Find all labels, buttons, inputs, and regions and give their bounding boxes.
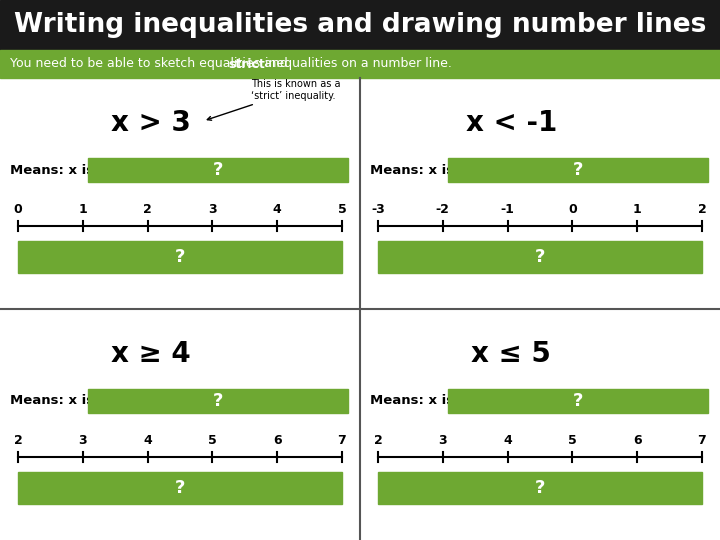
Text: 5: 5 [568, 434, 577, 447]
Text: 3: 3 [438, 434, 447, 447]
Text: -3: -3 [371, 203, 385, 216]
Text: 1: 1 [78, 203, 87, 216]
Text: ?: ? [535, 248, 545, 266]
Text: Means: x is: Means: x is [10, 395, 94, 408]
Bar [18, 241, 342, 273]
Text: This is known as a
‘strict’ inequality.: This is known as a ‘strict’ inequality. [207, 79, 341, 120]
Text: 4: 4 [503, 434, 512, 447]
Text: x ≤ 5: x ≤ 5 [472, 340, 551, 368]
Text: 7: 7 [698, 434, 706, 447]
Text: -2: -2 [436, 203, 450, 216]
Text: ?: ? [175, 479, 185, 497]
Text: -1: -1 [500, 203, 515, 216]
Text: Writing inequalities and drawing number lines: Writing inequalities and drawing number … [14, 12, 706, 38]
Bar [378, 472, 702, 504]
Bar [18, 472, 342, 504]
Text: 4: 4 [273, 203, 282, 216]
Text: 7: 7 [338, 434, 346, 447]
Bar [0, 0, 720, 50]
Text: ?: ? [213, 161, 223, 179]
Text: strict: strict [228, 57, 265, 71]
Text: 6: 6 [273, 434, 282, 447]
Text: 3: 3 [208, 203, 217, 216]
Text: 2: 2 [698, 203, 706, 216]
Text: inequalities on a number line.: inequalities on a number line. [261, 57, 452, 71]
Text: 4: 4 [143, 434, 152, 447]
Bar [0, 50, 720, 78]
Text: 0: 0 [14, 203, 22, 216]
Bar [448, 389, 708, 413]
Text: 0: 0 [568, 203, 577, 216]
Text: Means: x is: Means: x is [10, 164, 94, 177]
Text: x > 3: x > 3 [112, 109, 191, 137]
Text: 1: 1 [633, 203, 642, 216]
Text: ?: ? [175, 248, 185, 266]
Text: You need to be able to sketch equalities and: You need to be able to sketch equalities… [10, 57, 292, 71]
Bar [448, 158, 708, 182]
Text: 2: 2 [374, 434, 382, 447]
Text: Means: x is: Means: x is [370, 395, 454, 408]
Text: ?: ? [573, 392, 583, 410]
Text: 2: 2 [143, 203, 152, 216]
Text: 5: 5 [338, 203, 346, 216]
Text: x ≥ 4: x ≥ 4 [112, 340, 191, 368]
Text: Means: x is: Means: x is [370, 164, 454, 177]
Text: 6: 6 [633, 434, 642, 447]
Text: x < -1: x < -1 [466, 109, 557, 137]
Text: 5: 5 [208, 434, 217, 447]
Text: ?: ? [213, 392, 223, 410]
Text: 2: 2 [14, 434, 22, 447]
Text: ?: ? [535, 479, 545, 497]
Bar [378, 241, 702, 273]
Bar [88, 389, 348, 413]
Bar [88, 158, 348, 182]
Text: 3: 3 [78, 434, 87, 447]
Text: ?: ? [573, 161, 583, 179]
